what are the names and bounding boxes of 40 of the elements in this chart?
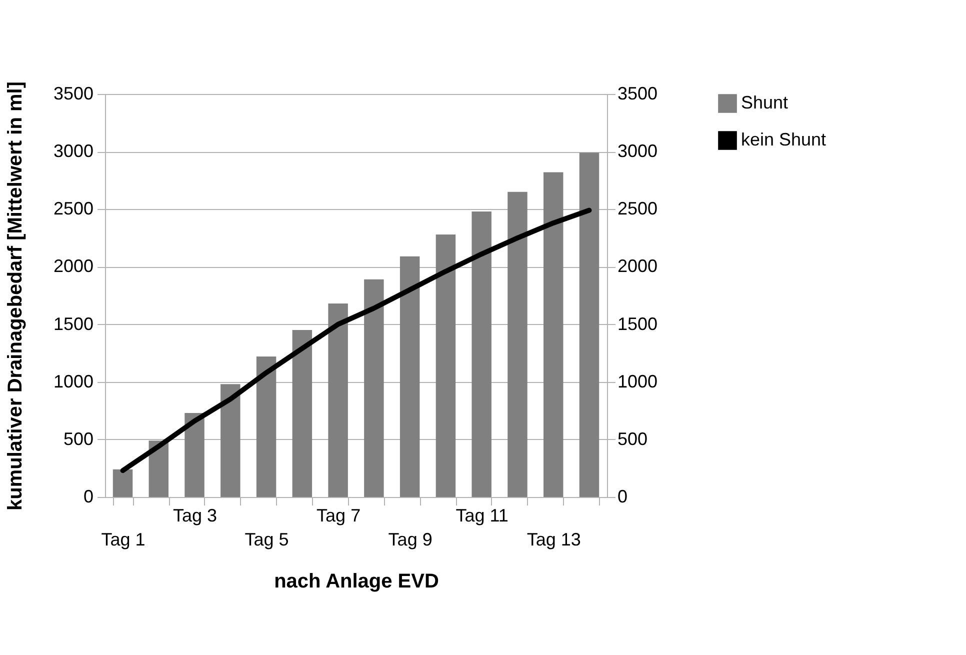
y-tick-label: 1500: [53, 314, 94, 334]
x-tick-label: Tag 5: [244, 530, 289, 550]
y2-tick-label: 3500: [618, 84, 658, 104]
bar: [436, 234, 456, 497]
y-tick-label: 3000: [53, 141, 94, 162]
y2-tick-label: 500: [618, 428, 648, 449]
y-tick-label: 3500: [53, 84, 94, 104]
bar: [220, 384, 240, 497]
x-tick-label: Tag 1: [101, 530, 146, 550]
legend-label: Shunt: [741, 92, 788, 112]
bar: [579, 152, 600, 497]
x-tick-label: Tag 13: [526, 530, 581, 550]
y2-tick-label: 2000: [618, 256, 658, 276]
y2-tick-label: 3000: [618, 141, 658, 162]
y-tick-label: 0: [83, 486, 94, 506]
x-tick-label: Tag 11: [456, 506, 508, 526]
bar: [472, 211, 492, 497]
bar: [256, 356, 276, 497]
y-tick-label: 2500: [53, 198, 94, 219]
bar: [400, 256, 420, 497]
y-tick-label: 1000: [53, 371, 94, 392]
bar: [184, 412, 204, 497]
y2-tick-label: 1500: [618, 314, 658, 334]
y2-tick-label: 2500: [618, 198, 658, 219]
bar: [508, 192, 528, 497]
y-axis-title: kumulativer Drainagebedarf [Mittelwert in ml]: [4, 82, 26, 510]
y-tick-label: 500: [63, 428, 94, 449]
x-tick-label: Tag 9: [388, 530, 432, 550]
legend-label: kein Shunt: [741, 130, 826, 150]
y-tick-label: 2000: [53, 256, 94, 276]
bar: [364, 279, 384, 497]
bar: [543, 172, 564, 497]
bar: [112, 469, 133, 497]
x-tick-label: Tag 3: [173, 506, 218, 526]
x-axis-title: nach Anlage EVD: [274, 570, 439, 592]
y2-tick-label: 1000: [618, 371, 658, 392]
bar: [328, 304, 348, 497]
x-tick-label: Tag 7: [316, 506, 361, 526]
y2-tick-label: 0: [618, 486, 628, 506]
bar: [292, 330, 312, 497]
